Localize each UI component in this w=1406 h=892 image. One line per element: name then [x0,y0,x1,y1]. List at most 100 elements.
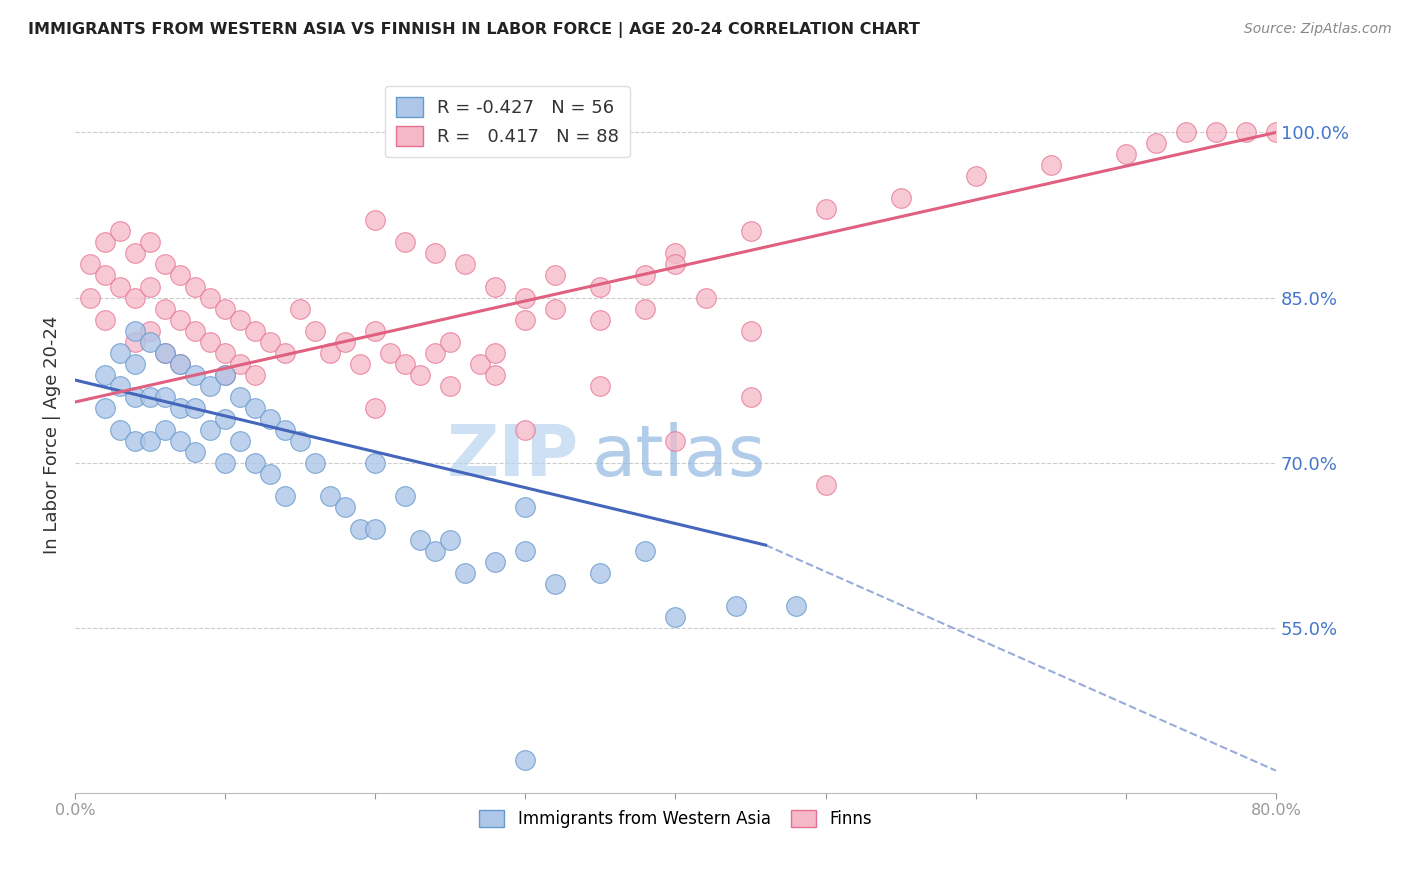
Point [364,522,387,536]
Point [740,324,762,338]
Point [470,357,492,371]
Point [814,202,837,217]
Point [108,279,131,293]
Point [1144,136,1167,151]
Point [259,334,281,349]
Point [153,345,176,359]
Text: atlas: atlas [592,422,766,491]
Point [108,225,131,239]
Point [229,357,252,371]
Point [515,312,537,326]
Point [890,192,912,206]
Point [243,401,266,415]
Point [409,368,432,382]
Legend: Immigrants from Western Asia, Finns: Immigrants from Western Asia, Finns [472,803,879,834]
Point [664,434,686,448]
Point [349,357,371,371]
Point [94,401,117,415]
Point [515,543,537,558]
Point [814,477,837,491]
Text: ZIP: ZIP [447,422,579,491]
Point [319,345,342,359]
Point [94,368,117,382]
Point [184,279,207,293]
Point [139,279,162,293]
Point [304,324,326,338]
Point [785,599,807,613]
Point [290,434,312,448]
Point [1265,125,1288,139]
Point [139,324,162,338]
Point [1205,125,1227,139]
Point [484,279,506,293]
Point [304,456,326,470]
Point [740,390,762,404]
Point [380,345,402,359]
Point [335,334,357,349]
Point [439,334,461,349]
Point [335,500,357,514]
Point [634,543,657,558]
Point [108,378,131,392]
Point [515,423,537,437]
Point [349,522,371,536]
Point [169,268,191,283]
Point [169,357,191,371]
Point [394,235,416,250]
Point [1385,125,1406,139]
Point [364,213,387,227]
Point [319,489,342,503]
Point [94,268,117,283]
Point [1115,147,1137,161]
Point [94,235,117,250]
Point [515,500,537,514]
Point [965,169,987,184]
Point [79,291,101,305]
Point [274,489,297,503]
Point [425,246,447,260]
Point [229,312,252,326]
Point [169,312,191,326]
Point [124,334,146,349]
Text: IMMIGRANTS FROM WESTERN ASIA VS FINNISH IN LABOR FORCE | AGE 20-24 CORRELATION C: IMMIGRANTS FROM WESTERN ASIA VS FINNISH … [28,22,920,38]
Point [198,423,221,437]
Point [108,345,131,359]
Point [634,301,657,316]
Point [124,434,146,448]
Point [124,324,146,338]
Point [229,434,252,448]
Point [1340,125,1362,139]
Point [484,345,506,359]
Point [1174,125,1197,139]
Point [409,533,432,547]
Point [198,334,221,349]
Point [214,411,236,425]
Point [394,357,416,371]
Point [153,258,176,272]
Point [243,368,266,382]
Point [439,533,461,547]
Point [198,291,221,305]
Point [425,543,447,558]
Point [243,324,266,338]
Point [1039,159,1062,173]
Point [139,235,162,250]
Point [124,246,146,260]
Point [544,301,567,316]
Point [634,268,657,283]
Point [425,345,447,359]
Point [1295,125,1317,139]
Point [484,368,506,382]
Point [169,401,191,415]
Point [198,378,221,392]
Point [184,401,207,415]
Point [589,279,612,293]
Point [454,258,477,272]
Point [544,268,567,283]
Point [740,225,762,239]
Point [184,324,207,338]
Point [214,301,236,316]
Point [290,301,312,316]
Point [664,258,686,272]
Point [259,467,281,481]
